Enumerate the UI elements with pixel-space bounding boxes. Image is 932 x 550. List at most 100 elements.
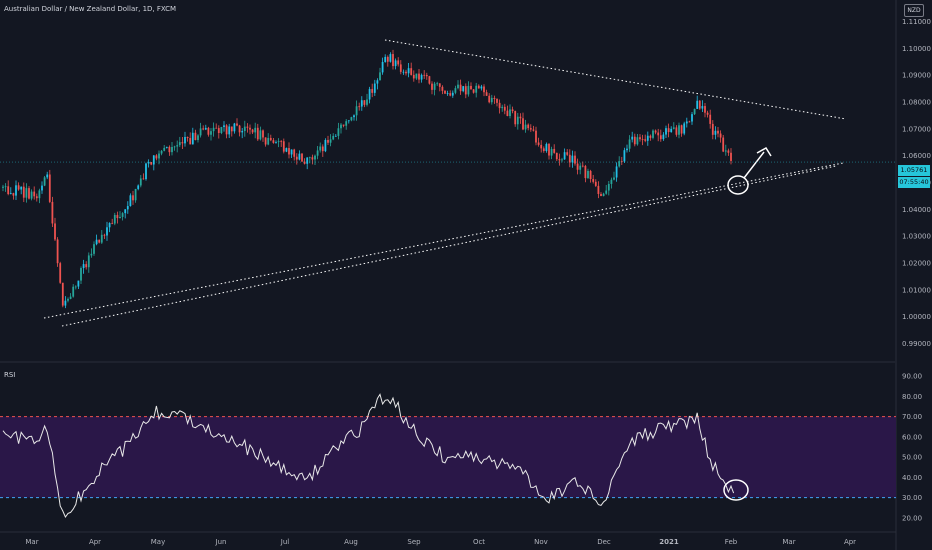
candle-body[interactable] bbox=[163, 147, 166, 151]
candle-body[interactable] bbox=[256, 127, 259, 140]
candle-body[interactable] bbox=[688, 121, 691, 123]
candle-body[interactable] bbox=[319, 146, 322, 151]
candle-body[interactable] bbox=[449, 93, 452, 96]
candle-body[interactable] bbox=[100, 234, 103, 243]
candle-body[interactable] bbox=[423, 74, 426, 76]
candle-body[interactable] bbox=[15, 185, 17, 196]
candle-body[interactable] bbox=[43, 177, 46, 186]
candle-body[interactable] bbox=[345, 121, 348, 126]
candle-body[interactable] bbox=[459, 84, 462, 92]
candle-body[interactable] bbox=[509, 109, 511, 117]
candle-body[interactable] bbox=[657, 132, 660, 136]
currency-badge[interactable]: NZD bbox=[904, 4, 924, 17]
candle-body[interactable] bbox=[384, 56, 387, 62]
candle-body[interactable] bbox=[545, 143, 548, 151]
candle-body[interactable] bbox=[386, 56, 389, 62]
candle-body[interactable] bbox=[176, 145, 179, 147]
candle-body[interactable] bbox=[48, 174, 51, 202]
candle-body[interactable] bbox=[592, 179, 595, 182]
candle-body[interactable] bbox=[314, 155, 316, 160]
candle-body[interactable] bbox=[433, 83, 436, 90]
candle-body[interactable] bbox=[329, 139, 332, 143]
candle-body[interactable] bbox=[371, 89, 374, 93]
candle-body[interactable] bbox=[589, 170, 592, 180]
candle-body[interactable] bbox=[446, 93, 449, 95]
candle-body[interactable] bbox=[652, 130, 654, 138]
candle-body[interactable] bbox=[293, 149, 296, 157]
candle-body[interactable] bbox=[308, 157, 311, 159]
candle-body[interactable] bbox=[412, 74, 415, 79]
candle-body[interactable] bbox=[407, 68, 410, 74]
candle-body[interactable] bbox=[54, 223, 56, 240]
candle-body[interactable] bbox=[152, 155, 155, 165]
candle-body[interactable] bbox=[376, 80, 379, 84]
candle-body[interactable] bbox=[321, 146, 324, 152]
candle-body[interactable] bbox=[623, 150, 626, 162]
candle-body[interactable] bbox=[33, 191, 36, 197]
candle-body[interactable] bbox=[46, 174, 49, 178]
candle-body[interactable] bbox=[665, 128, 667, 135]
candle-body[interactable] bbox=[56, 239, 59, 264]
candle-body[interactable] bbox=[165, 146, 168, 148]
candle-body[interactable] bbox=[620, 161, 623, 162]
candle-body[interactable] bbox=[337, 128, 340, 136]
candle-body[interactable] bbox=[654, 130, 657, 133]
candle-body[interactable] bbox=[160, 150, 163, 154]
candle-body[interactable] bbox=[480, 86, 483, 89]
candle-body[interactable] bbox=[704, 106, 706, 113]
candle-body[interactable] bbox=[204, 127, 207, 130]
candle-body[interactable] bbox=[28, 188, 30, 199]
candle-body[interactable] bbox=[399, 64, 402, 72]
candle-body[interactable] bbox=[532, 129, 535, 131]
candle-body[interactable] bbox=[137, 185, 140, 189]
candle-body[interactable] bbox=[644, 139, 647, 141]
candle-body[interactable] bbox=[225, 125, 228, 135]
candle-body[interactable] bbox=[522, 118, 524, 130]
candle-body[interactable] bbox=[717, 130, 719, 134]
candle-body[interactable] bbox=[436, 83, 439, 85]
candle-body[interactable] bbox=[178, 142, 181, 146]
candle-body[interactable] bbox=[615, 166, 618, 178]
candle-body[interactable] bbox=[584, 165, 587, 179]
candle-body[interactable] bbox=[126, 206, 129, 210]
candle-body[interactable] bbox=[332, 135, 335, 140]
candle-body[interactable] bbox=[485, 92, 488, 96]
candle-body[interactable] bbox=[415, 73, 418, 79]
candle-body[interactable] bbox=[628, 139, 631, 149]
candle-body[interactable] bbox=[597, 185, 600, 194]
candle-body[interactable] bbox=[714, 130, 717, 135]
candle-body[interactable] bbox=[77, 280, 80, 287]
candle-body[interactable] bbox=[555, 152, 558, 160]
candle-body[interactable] bbox=[379, 72, 381, 81]
candle-body[interactable] bbox=[394, 60, 397, 67]
candle-body[interactable] bbox=[69, 296, 72, 299]
candle-body[interactable] bbox=[519, 116, 522, 119]
candle-body[interactable] bbox=[542, 148, 545, 151]
candle-body[interactable] bbox=[189, 138, 192, 145]
candle-body[interactable] bbox=[503, 106, 506, 111]
candle-body[interactable] bbox=[38, 190, 41, 199]
candle-body[interactable] bbox=[405, 71, 407, 74]
candle-body[interactable] bbox=[441, 86, 444, 91]
candle-body[interactable] bbox=[134, 188, 137, 201]
candle-body[interactable] bbox=[464, 86, 467, 95]
candle-body[interactable] bbox=[124, 209, 127, 214]
candle-body[interactable] bbox=[4, 186, 7, 188]
candle-body[interactable] bbox=[418, 73, 420, 80]
candle-body[interactable] bbox=[340, 124, 342, 129]
candle-body[interactable] bbox=[173, 146, 176, 148]
candle-body[interactable] bbox=[727, 150, 730, 153]
candle-body[interactable] bbox=[87, 255, 90, 268]
candle-body[interactable] bbox=[613, 177, 615, 180]
candle-body[interactable] bbox=[548, 143, 550, 156]
candle-body[interactable] bbox=[150, 162, 153, 165]
candle-body[interactable] bbox=[493, 97, 496, 99]
candle-body[interactable] bbox=[233, 123, 236, 132]
candle-body[interactable] bbox=[672, 127, 675, 129]
candle-body[interactable] bbox=[85, 264, 88, 268]
candle-body[interactable] bbox=[64, 300, 67, 306]
candle-body[interactable] bbox=[111, 222, 114, 224]
candle-body[interactable] bbox=[410, 68, 413, 75]
candle-body[interactable] bbox=[472, 89, 475, 93]
candle-body[interactable] bbox=[685, 121, 688, 124]
